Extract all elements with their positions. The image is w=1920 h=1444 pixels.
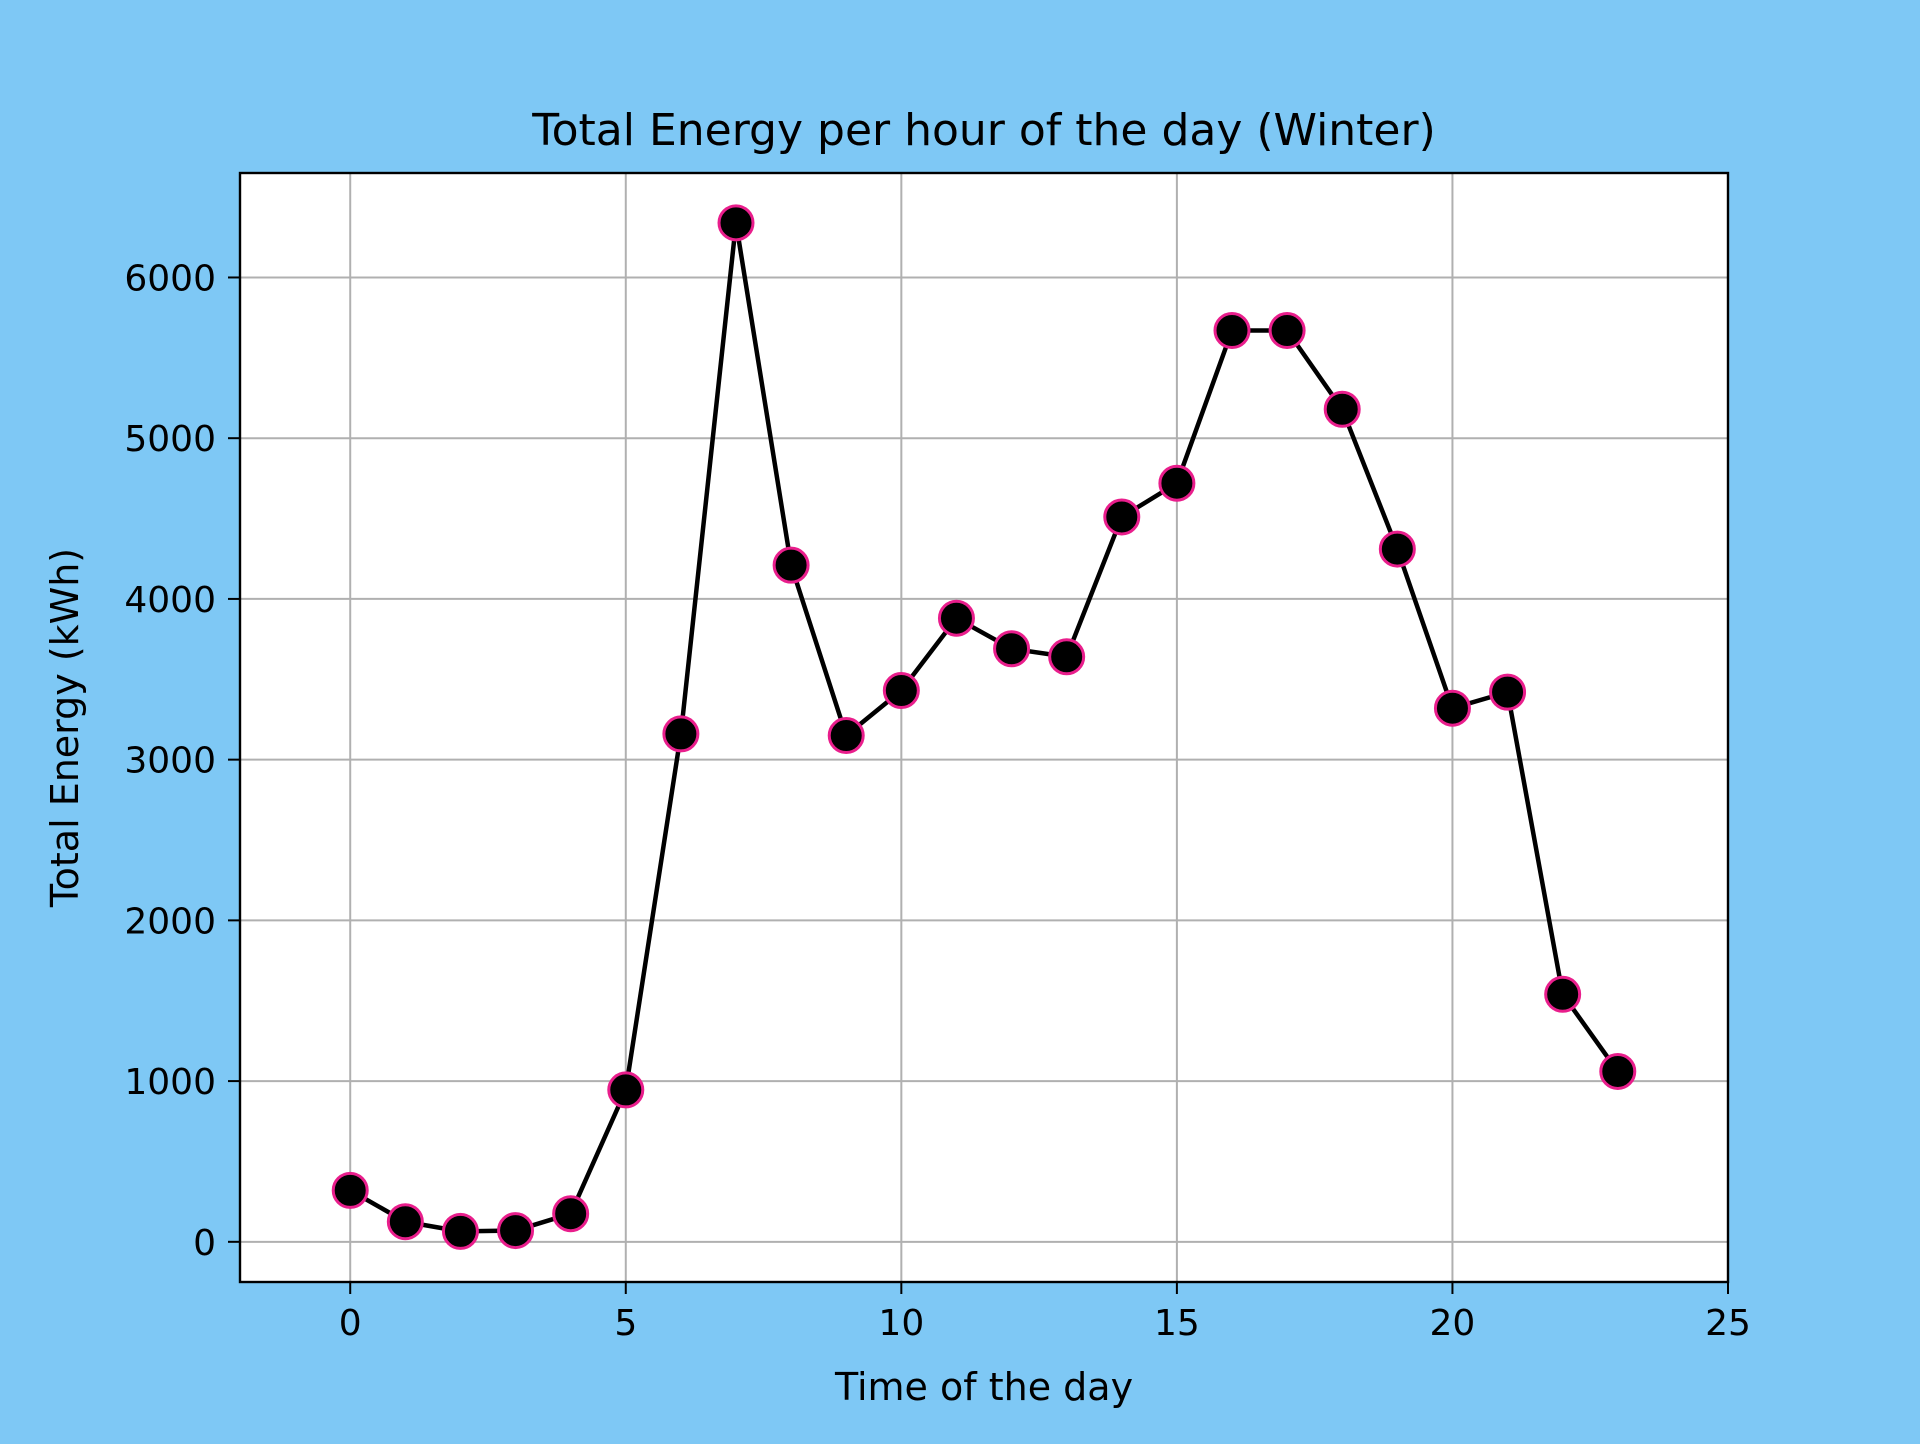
- data-point: [937, 599, 975, 637]
- x-tick-label: 0: [339, 1303, 362, 1344]
- y-tick-label: 6000: [124, 258, 216, 299]
- x-tick-label: 5: [614, 1303, 637, 1344]
- data-point: [331, 1171, 369, 1209]
- chart-title: Total Energy per hour of the day (Winter…: [531, 105, 1436, 156]
- grid-lines: [240, 173, 1729, 1282]
- data-point: [497, 1212, 535, 1250]
- data-point: [993, 630, 1031, 668]
- data-point: [1599, 1052, 1637, 1090]
- data-point: [386, 1203, 424, 1241]
- axes: 0 5 10 15 20 25 0 1000 2000 3000 4000 5000 6000: [124, 258, 1751, 1344]
- plot-area: [240, 173, 1728, 1282]
- data-point: [1544, 975, 1582, 1013]
- y-tick-label: 2000: [124, 901, 216, 942]
- x-axis-label: Time of the day: [834, 1365, 1133, 1409]
- y-tick-label: 0: [193, 1223, 216, 1264]
- data-point: [717, 204, 755, 242]
- data-point: [662, 715, 700, 753]
- y-tick-label: 5000: [124, 419, 216, 460]
- data-point: [1158, 464, 1196, 502]
- x-tick-label: 15: [1154, 1303, 1200, 1344]
- y-tick-label: 1000: [124, 1062, 216, 1103]
- data-point: [607, 1071, 645, 1109]
- y-tick-label: 4000: [124, 580, 216, 621]
- data-point: [1323, 390, 1361, 428]
- data-point: [1489, 673, 1527, 711]
- tick-marks: [228, 276, 1729, 1294]
- data-point: [772, 546, 810, 584]
- x-tick-label: 25: [1705, 1303, 1751, 1344]
- data-point: [1378, 530, 1416, 568]
- data-series: [331, 204, 1637, 1250]
- x-tick-label: 10: [878, 1303, 924, 1344]
- data-point: [827, 717, 865, 755]
- data-point: [882, 672, 920, 710]
- x-tick-label: 20: [1430, 1303, 1476, 1344]
- data-point: [552, 1195, 590, 1233]
- data-point: [1103, 498, 1141, 536]
- y-tick-label: 3000: [124, 741, 216, 782]
- plot-frame: [238, 171, 1730, 1284]
- data-point: [1268, 312, 1306, 350]
- data-point: [1433, 689, 1471, 727]
- data-point: [1048, 638, 1086, 676]
- data-point: [1213, 312, 1251, 350]
- data-point: [441, 1212, 479, 1250]
- y-axis-label: Total Energy (kWh): [43, 548, 87, 908]
